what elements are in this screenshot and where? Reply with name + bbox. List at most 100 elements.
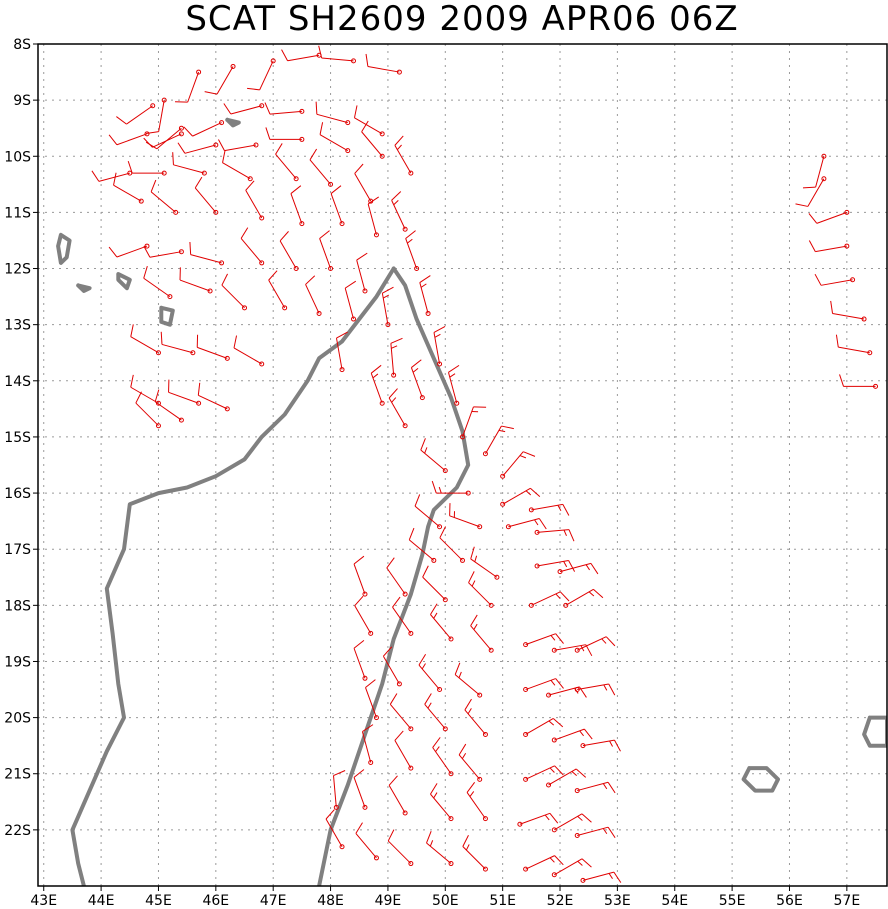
wind-barb	[221, 273, 248, 311]
barb-feather	[583, 728, 593, 740]
barb-station	[563, 602, 569, 608]
barb-feather	[197, 382, 201, 396]
barb-staff	[433, 332, 441, 365]
barb-feather	[389, 693, 398, 705]
barb-half-feather	[525, 490, 532, 496]
barb-feather	[388, 775, 398, 786]
x-tick-label: 51E	[489, 893, 516, 909]
wind-barb	[557, 562, 599, 575]
wind-barb	[108, 243, 150, 258]
barb-staff	[816, 211, 848, 224]
y-tick-label: 8S	[13, 37, 31, 53]
barb-feather	[568, 529, 575, 542]
barb-staff	[820, 279, 853, 286]
barb-station	[517, 821, 523, 827]
barb-half-feather	[549, 857, 555, 863]
barb-feather	[135, 391, 142, 404]
barb-station	[408, 765, 414, 771]
barb-station	[448, 636, 454, 642]
barb-staff	[420, 449, 446, 471]
wind-barb	[344, 280, 357, 322]
mayotte	[159, 305, 175, 327]
barb-staff	[525, 718, 554, 735]
barb-feather	[290, 185, 302, 194]
barb-half-feather	[549, 767, 555, 773]
barb-station	[219, 120, 225, 126]
barb-station	[523, 731, 529, 737]
wind-barb	[197, 382, 230, 412]
wind-barb	[381, 286, 394, 328]
barb-feather	[315, 101, 318, 115]
map-title: SCAT SH2609 2009 APR06 06Z	[185, 0, 738, 39]
wind-barb	[795, 176, 827, 207]
barb-station	[419, 395, 425, 401]
wind-barb	[143, 131, 184, 148]
wind-barb	[130, 374, 161, 406]
barb-staff	[525, 678, 556, 691]
barb-station	[293, 176, 299, 182]
barb-feather	[408, 527, 415, 541]
barb-half-feather	[498, 429, 506, 433]
barb-station	[488, 602, 494, 608]
barb-feather	[143, 265, 148, 279]
barb-staff	[240, 238, 263, 264]
barb-station	[494, 574, 500, 580]
barb-station	[460, 434, 465, 440]
barb-feather	[344, 280, 357, 289]
barb-half-feather	[550, 635, 556, 641]
barb-staff	[554, 728, 585, 741]
barb-staff	[269, 110, 302, 115]
y-tick-label: 15S	[4, 430, 31, 446]
barb-feather	[365, 679, 376, 688]
wind-barb	[160, 331, 196, 356]
wind-barb	[388, 388, 408, 429]
barb-half-feather	[467, 708, 472, 715]
barb-feather	[318, 45, 323, 59]
wind-barb	[319, 230, 334, 272]
barb-station	[339, 844, 345, 850]
wind-barb	[580, 871, 622, 883]
wind-barb	[354, 595, 374, 636]
barb-station	[500, 473, 506, 479]
barb-station	[442, 597, 448, 603]
barb-staff	[116, 245, 148, 258]
barb-feather	[614, 739, 621, 752]
barb-half-feather	[473, 623, 478, 630]
barb-staff	[458, 754, 481, 780]
barb-feather	[172, 152, 174, 165]
barb-staff	[525, 855, 555, 870]
barb-staff	[268, 279, 286, 309]
barb-station	[242, 305, 248, 311]
barb-half-feather	[393, 200, 399, 206]
x-tick-label: 43E	[30, 893, 57, 909]
barb-feather	[523, 451, 536, 457]
barb-feather	[839, 374, 845, 387]
barb-staff	[305, 284, 320, 314]
wind-barb	[546, 768, 587, 788]
barb-staff	[233, 347, 262, 365]
barb-feather	[361, 120, 369, 133]
barb-staff	[319, 238, 332, 269]
barb-station	[373, 715, 379, 721]
barb-staff	[430, 793, 452, 819]
barb-station	[155, 350, 161, 356]
glorieuses	[225, 117, 241, 128]
wind-barb	[222, 150, 253, 182]
barb-staff	[408, 539, 435, 561]
barb-station	[259, 260, 265, 266]
barb-staff	[464, 709, 486, 735]
barb-half-feather	[449, 373, 456, 378]
barb-station	[259, 215, 265, 221]
barb-feather	[585, 644, 593, 657]
grid-lines	[38, 43, 887, 886]
barb-staff	[156, 127, 182, 150]
barb-station	[482, 451, 488, 457]
y-tick-label: 22S	[4, 823, 31, 839]
barb-station	[213, 142, 219, 148]
barb-half-feather	[465, 844, 470, 851]
barb-station	[328, 181, 334, 187]
wind-barb	[264, 102, 305, 115]
latitude-axis: 8S 9S 10S 11S 12S 13S 14S 15S 16S 17S 18S 19S 20S 21S…	[4, 37, 38, 839]
barb-feather	[470, 614, 478, 626]
barb-half-feather	[433, 612, 438, 619]
